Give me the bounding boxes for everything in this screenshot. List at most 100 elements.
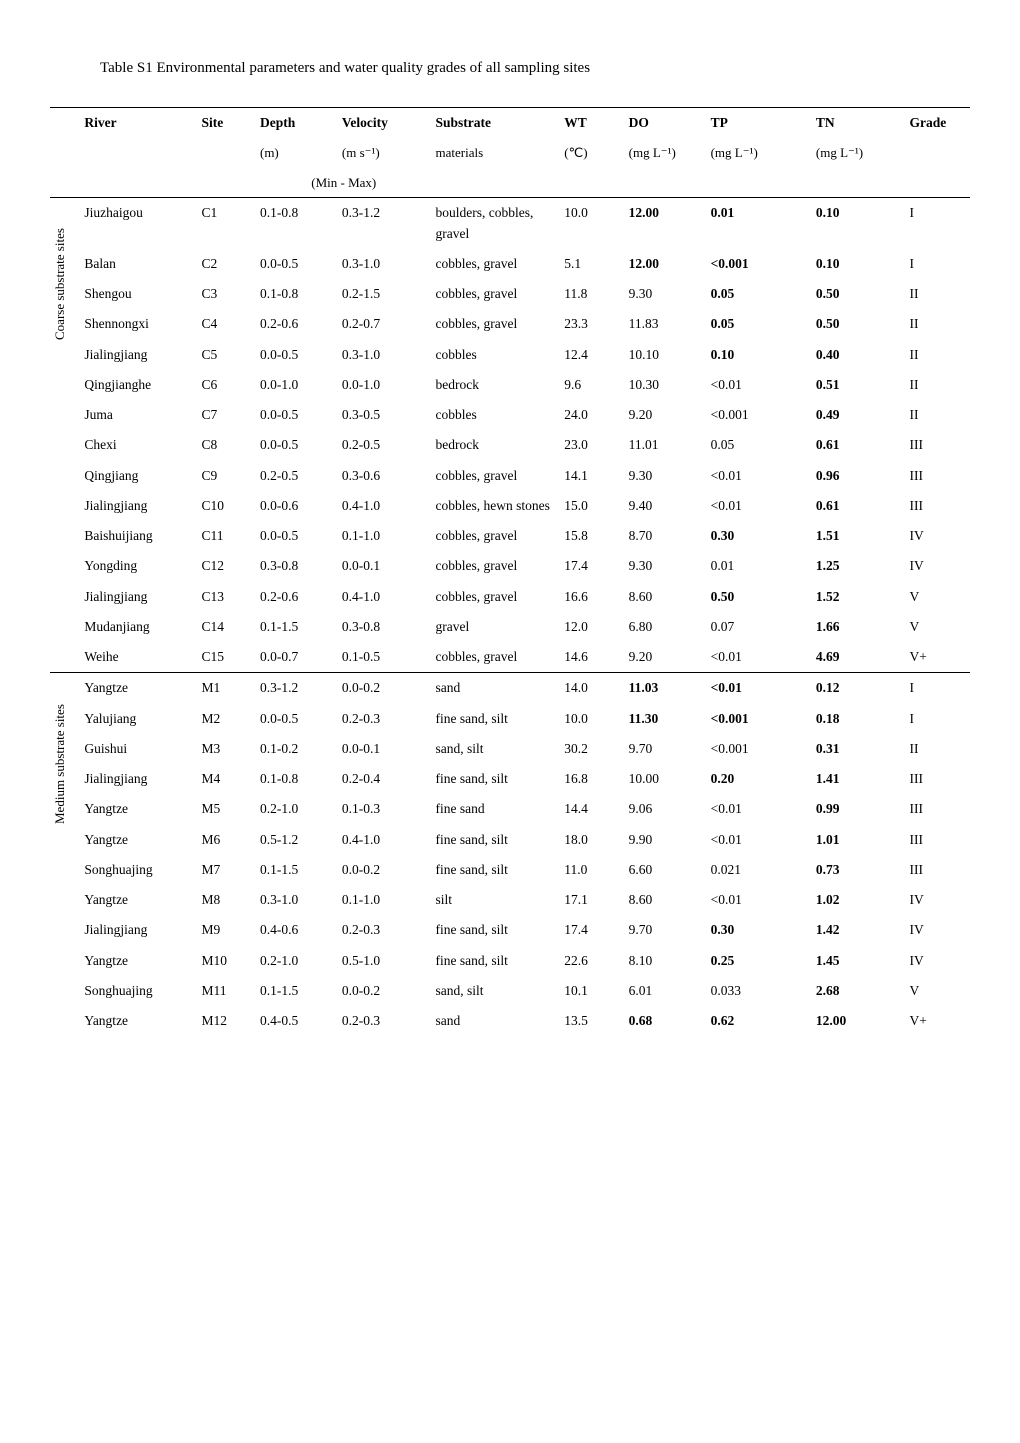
cell-tp: <0.01 xyxy=(707,461,812,491)
unit-tp: (mg L⁻¹) xyxy=(707,138,812,168)
cell-vel: 0.5-1.0 xyxy=(338,946,432,976)
cell-do: 6.80 xyxy=(625,612,707,642)
cell-grade: III xyxy=(906,461,970,491)
cell-do: 8.60 xyxy=(625,885,707,915)
cell-site: C13 xyxy=(197,582,256,612)
cell-depth: 0.0-0.5 xyxy=(256,249,338,279)
cell-tn: 0.18 xyxy=(812,704,906,734)
cell-vel: 0.2-0.5 xyxy=(338,430,432,460)
table-row: BaishuijiangC110.0-0.50.1-1.0cobbles, gr… xyxy=(50,521,970,551)
group-spacer xyxy=(50,461,80,491)
cell-river: Balan xyxy=(80,249,197,279)
cell-tp: 0.30 xyxy=(707,521,812,551)
cell-sub: cobbles, gravel xyxy=(432,582,561,612)
cell-grade: IV xyxy=(906,915,970,945)
cell-tp: 0.033 xyxy=(707,976,812,1006)
cell-tn: 0.50 xyxy=(812,279,906,309)
cell-do: 9.30 xyxy=(625,461,707,491)
cell-grade: I xyxy=(906,673,970,704)
cell-tn: 0.73 xyxy=(812,855,906,885)
cell-do: 0.68 xyxy=(625,1006,707,1036)
cell-vel: 0.2-0.3 xyxy=(338,704,432,734)
table-header: River Site Depth Velocity Substrate WT D… xyxy=(50,108,970,198)
group-label: Coarse substrate sites xyxy=(50,198,80,370)
cell-site: C12 xyxy=(197,551,256,581)
cell-do: 6.01 xyxy=(625,976,707,1006)
cell-tp: <0.01 xyxy=(707,673,812,704)
cell-wt: 17.4 xyxy=(560,915,624,945)
col-substrate: Substrate xyxy=(432,108,561,139)
cell-site: C3 xyxy=(197,279,256,309)
cell-sub: sand xyxy=(432,1006,561,1036)
cell-tn: 0.10 xyxy=(812,249,906,279)
cell-depth: 0.1-0.8 xyxy=(256,279,338,309)
cell-depth: 0.0-0.5 xyxy=(256,704,338,734)
group-spacer xyxy=(50,400,80,430)
cell-wt: 16.6 xyxy=(560,582,624,612)
cell-depth: 0.3-1.0 xyxy=(256,885,338,915)
cell-site: M10 xyxy=(197,946,256,976)
cell-site: M5 xyxy=(197,794,256,824)
table-row: Medium substrate sitesYangtzeM10.3-1.20.… xyxy=(50,673,970,704)
group-spacer xyxy=(50,976,80,1006)
cell-do: 9.06 xyxy=(625,794,707,824)
cell-depth: 0.1-1.5 xyxy=(256,976,338,1006)
cell-tp: <0.01 xyxy=(707,642,812,673)
cell-vel: 0.2-0.3 xyxy=(338,915,432,945)
cell-do: 8.60 xyxy=(625,582,707,612)
cell-grade: V xyxy=(906,976,970,1006)
cell-site: C5 xyxy=(197,340,256,370)
table-row: SonghuajingM110.1-1.50.0-0.2sand, silt10… xyxy=(50,976,970,1006)
cell-depth: 0.4-0.6 xyxy=(256,915,338,945)
cell-wt: 22.6 xyxy=(560,946,624,976)
cell-vel: 0.3-0.6 xyxy=(338,461,432,491)
cell-depth: 0.0-0.5 xyxy=(256,400,338,430)
cell-grade: V xyxy=(906,582,970,612)
cell-depth: 0.3-0.8 xyxy=(256,551,338,581)
cell-vel: 0.0-0.2 xyxy=(338,673,432,704)
cell-grade: III xyxy=(906,764,970,794)
cell-river: Qingjianghe xyxy=(80,370,197,400)
cell-river: Jialingjiang xyxy=(80,491,197,521)
cell-tn: 1.25 xyxy=(812,551,906,581)
cell-depth: 0.3-1.2 xyxy=(256,673,338,704)
cell-site: C11 xyxy=(197,521,256,551)
cell-do: 11.03 xyxy=(625,673,707,704)
cell-tn: 1.66 xyxy=(812,612,906,642)
group-spacer xyxy=(50,1006,80,1036)
cell-tp: 0.05 xyxy=(707,309,812,339)
unit-tn: (mg L⁻¹) xyxy=(812,138,906,168)
cell-depth: 0.1-0.8 xyxy=(256,764,338,794)
cell-river: Songhuajing xyxy=(80,976,197,1006)
cell-vel: 0.1-1.0 xyxy=(338,885,432,915)
cell-wt: 9.6 xyxy=(560,370,624,400)
cell-wt: 14.4 xyxy=(560,794,624,824)
cell-site: C2 xyxy=(197,249,256,279)
cell-river: Jialingjiang xyxy=(80,915,197,945)
cell-vel: 0.3-0.8 xyxy=(338,612,432,642)
table-row: YongdingC120.3-0.80.0-0.1cobbles, gravel… xyxy=(50,551,970,581)
cell-tp: <0.01 xyxy=(707,370,812,400)
cell-vel: 0.0-0.2 xyxy=(338,855,432,885)
cell-tp: <0.001 xyxy=(707,400,812,430)
col-velocity: Velocity xyxy=(338,108,432,139)
group-spacer xyxy=(50,642,80,673)
group-spacer xyxy=(50,612,80,642)
cell-tp: <0.001 xyxy=(707,704,812,734)
cell-site: M4 xyxy=(197,764,256,794)
cell-sub: fine sand, silt xyxy=(432,915,561,945)
cell-tn: 2.68 xyxy=(812,976,906,1006)
unit-do: (mg L⁻¹) xyxy=(625,138,707,168)
cell-depth: 0.1-1.5 xyxy=(256,612,338,642)
cell-grade: III xyxy=(906,855,970,885)
cell-do: 11.01 xyxy=(625,430,707,460)
table-row: SonghuajingM70.1-1.50.0-0.2fine sand, si… xyxy=(50,855,970,885)
cell-tn: 1.42 xyxy=(812,915,906,945)
cell-sub: fine sand, silt xyxy=(432,855,561,885)
cell-river: Yangtze xyxy=(80,794,197,824)
cell-tp: <0.01 xyxy=(707,491,812,521)
cell-tn: 1.51 xyxy=(812,521,906,551)
table-row: YangtzeM50.2-1.00.1-0.3fine sand14.49.06… xyxy=(50,794,970,824)
cell-do: 11.30 xyxy=(625,704,707,734)
cell-site: C10 xyxy=(197,491,256,521)
